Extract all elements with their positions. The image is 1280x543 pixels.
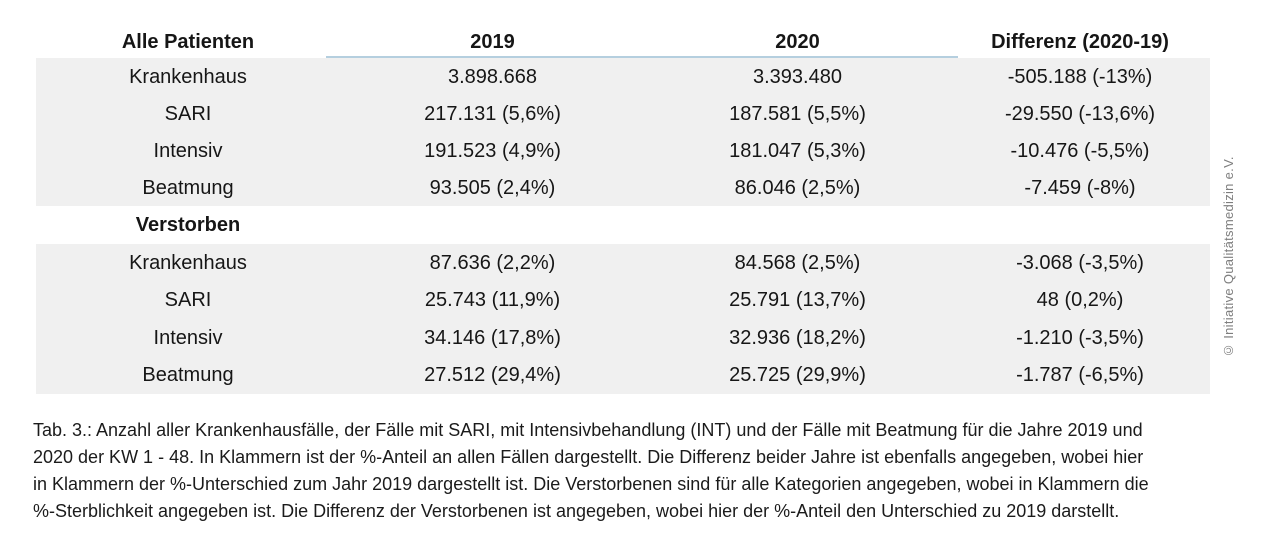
table-row: Intensiv 34.146 (17,8%) 32.936 (18,2%) -… [36, 319, 1210, 357]
copyright-watermark: © Initiative Qualitätsmedizin e.V. [1221, 156, 1236, 358]
value-2020: 86.046 (2,5%) [734, 176, 861, 199]
row-label: Intensiv [153, 326, 223, 349]
section-row-verstorben: Verstorben [36, 206, 1210, 244]
section-label-verstorben: Verstorben [135, 214, 241, 236]
table-row: Intensiv 191.523 (4,9%) 181.047 (5,3%) -… [36, 132, 1210, 169]
table-row: Beatmung 93.505 (2,4%) 86.046 (2,5%) -7.… [36, 169, 1210, 206]
value-2020: 84.568 (2,5%) [734, 251, 861, 274]
value-2020: 32.936 (18,2%) [729, 326, 866, 349]
caption-line: %-Sterblichkeit angegeben ist. Die Diffe… [33, 501, 1120, 521]
header-2019: 2019 [470, 30, 515, 53]
table-caption: Tab. 3.: Anzahl aller Krankenhausfälle, … [33, 417, 1273, 525]
value-2019: 191.523 (4,9%) [424, 139, 561, 162]
row-label: SARI [164, 102, 212, 125]
row-label: Beatmung [142, 176, 234, 199]
header-differenz: Differenz (2020-19) [991, 30, 1169, 53]
table-header-row: Alle Patienten 2019 2020 Differenz (2020… [36, 25, 1210, 58]
value-2019: 3.898.668 [448, 65, 537, 88]
header-2020: 2020 [775, 30, 820, 53]
row-label: Intensiv [153, 139, 223, 162]
empty-cell [950, 206, 1210, 244]
value-2019: 93.505 (2,4%) [429, 176, 556, 199]
value-diff: -7.459 (-8%) [1024, 176, 1136, 199]
value-2019: 34.146 (17,8%) [424, 326, 561, 349]
value-diff: -505.188 (-13%) [1007, 65, 1153, 88]
value-2019: 87.636 (2,2%) [429, 251, 556, 274]
value-2020: 3.393.480 [753, 65, 842, 88]
value-2019: 217.131 (5,6%) [424, 102, 561, 125]
value-2020: 25.725 (29,9%) [729, 364, 866, 387]
row-label: Krankenhaus [129, 251, 247, 274]
value-2019: 25.743 (11,9%) [424, 289, 561, 312]
caption-line: Tab. 3.: Anzahl aller Krankenhausfälle, … [33, 420, 1143, 440]
caption-line: in Klammern der %-Unterschied zum Jahr 2… [33, 474, 1149, 494]
value-2019: 27.512 (29,4%) [424, 364, 561, 387]
value-diff: 48 (0,2%) [1036, 289, 1124, 312]
empty-cell [645, 206, 950, 244]
caption-line: 2020 der KW 1 - 48. In Klammern ist der … [33, 447, 1144, 467]
value-diff: -3.068 (-3,5%) [1016, 251, 1144, 274]
row-label: Krankenhaus [129, 65, 247, 88]
table-row: Krankenhaus 87.636 (2,2%) 84.568 (2,5%) … [36, 244, 1210, 282]
row-label: Beatmung [142, 364, 234, 387]
year-columns-divider [326, 56, 958, 58]
value-diff: -1.787 (-6,5%) [1016, 364, 1144, 387]
value-2020: 181.047 (5,3%) [729, 139, 866, 162]
value-diff: -1.210 (-3,5%) [1016, 326, 1144, 349]
patients-table: Alle Patienten 2019 2020 Differenz (2020… [36, 25, 1210, 394]
table-row: SARI 217.131 (5,6%) 187.581 (5,5%) -29.5… [36, 95, 1210, 132]
table-row: SARI 25.743 (11,9%) 25.791 (13,7%) 48 (0… [36, 281, 1210, 319]
row-label: SARI [164, 289, 212, 312]
empty-cell [340, 206, 645, 244]
value-diff: -10.476 (-5,5%) [1010, 139, 1150, 162]
header-all-patients: Alle Patienten [121, 30, 255, 53]
value-diff: -29.550 (-13,6%) [1004, 102, 1156, 125]
table-row: Krankenhaus 3.898.668 3.393.480 -505.188… [36, 58, 1210, 95]
table-row: Beatmung 27.512 (29,4%) 25.725 (29,9%) -… [36, 356, 1210, 394]
value-2020: 187.581 (5,5%) [729, 102, 866, 125]
value-2020: 25.791 (13,7%) [729, 289, 866, 312]
